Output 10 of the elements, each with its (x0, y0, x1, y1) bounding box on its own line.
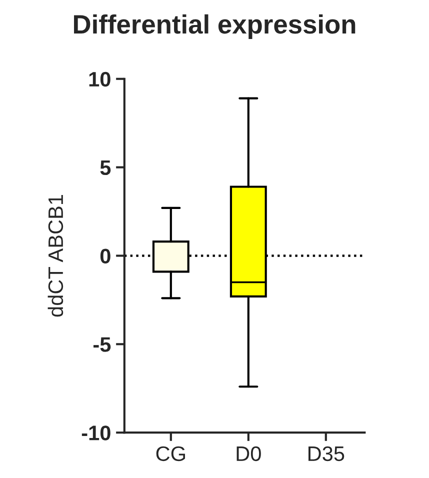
x-tick-label: CG (156, 446, 185, 462)
y-tick-label: 5 (100, 160, 111, 176)
y-axis-title: ddCT ABCB1 (48, 194, 64, 317)
chart-title: Differential expression (74, 14, 356, 39)
y-tick-label: -10 (82, 426, 110, 440)
x-tick-label: D0 (236, 446, 261, 462)
y-tick-label: 0 (100, 248, 110, 264)
y-tick-label: -5 (94, 337, 111, 352)
x-tick-label: D35 (308, 446, 344, 462)
y-tick-label: 10 (89, 72, 110, 87)
